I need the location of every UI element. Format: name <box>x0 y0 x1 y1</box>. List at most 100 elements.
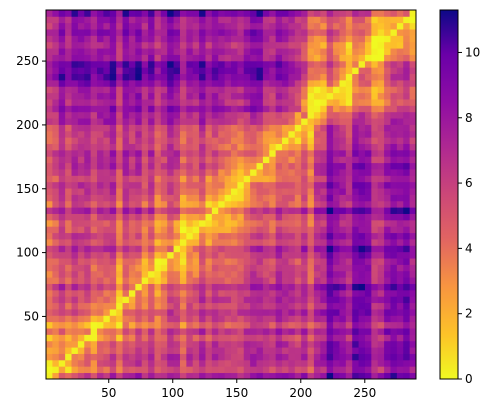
heatmap-cell <box>160 213 168 221</box>
heatmap-cell <box>173 270 181 278</box>
heatmap-cell <box>282 226 289 234</box>
heatmap-cell <box>224 366 232 374</box>
heatmap-cell <box>339 270 347 278</box>
heatmap-cell <box>256 200 264 208</box>
heatmap-cell <box>364 372 372 380</box>
heatmap-cell <box>313 156 321 164</box>
heatmap-cell <box>320 270 328 278</box>
heatmap-cell <box>384 251 391 259</box>
heatmap-cell <box>52 359 60 367</box>
heatmap-cell <box>377 207 385 214</box>
heatmap-cell <box>211 143 219 151</box>
heatmap-cell <box>224 35 232 43</box>
heatmap-cell <box>237 372 245 380</box>
heatmap-cell <box>301 340 308 348</box>
heatmap-cell <box>358 334 366 342</box>
heatmap-cell <box>218 334 226 342</box>
heatmap-cell <box>199 118 206 125</box>
heatmap-cell <box>384 296 391 304</box>
heatmap-cell <box>390 175 398 183</box>
heatmap-cell <box>339 232 347 240</box>
heatmap-cell <box>231 60 238 68</box>
heatmap-cell <box>256 41 264 49</box>
heatmap-cell <box>352 219 359 227</box>
heatmap-cell <box>243 118 251 125</box>
heatmap-cell <box>269 175 277 183</box>
heatmap-cell <box>205 105 213 113</box>
heatmap-cell <box>192 10 200 17</box>
heatmap-cell <box>224 289 232 297</box>
heatmap-cell <box>52 73 60 81</box>
heatmap-cell <box>326 35 334 43</box>
heatmap-cell <box>243 130 251 138</box>
heatmap-cell <box>294 239 302 246</box>
heatmap-cell <box>141 22 149 30</box>
heatmap-cell <box>116 188 123 195</box>
heatmap-cell <box>275 315 283 323</box>
heatmap-cell <box>301 232 308 240</box>
heatmap-cell <box>358 264 366 272</box>
heatmap-cell <box>77 175 85 183</box>
heatmap-cell <box>339 99 347 106</box>
heatmap-cell <box>211 219 219 227</box>
heatmap-cell <box>282 92 289 100</box>
heatmap-cell <box>403 302 411 310</box>
heatmap-cell <box>333 35 340 43</box>
heatmap-cell <box>122 181 130 189</box>
heatmap-cell <box>148 22 155 30</box>
heatmap-cell <box>352 245 359 253</box>
heatmap-cell <box>275 258 283 265</box>
heatmap-cell <box>371 353 379 361</box>
heatmap-cell <box>269 67 277 75</box>
heatmap-cell <box>122 16 130 24</box>
heatmap-cell <box>148 302 155 310</box>
heatmap-cell <box>403 143 411 151</box>
heatmap-cell <box>275 29 283 36</box>
heatmap-cell <box>97 175 104 183</box>
heatmap-cell <box>71 137 79 144</box>
heatmap-cell <box>58 54 66 62</box>
heatmap-cell <box>256 359 264 367</box>
heatmap-cell <box>396 309 404 316</box>
heatmap-cell <box>97 258 104 265</box>
heatmap-cell <box>154 353 162 361</box>
heatmap-cell <box>262 239 270 246</box>
heatmap-cell <box>320 251 328 259</box>
heatmap-cell <box>345 334 353 342</box>
heatmap-cell <box>186 251 194 259</box>
heatmap-cell <box>256 270 264 278</box>
heatmap-cell <box>135 219 143 227</box>
heatmap-cell <box>160 334 168 342</box>
heatmap-cell <box>128 245 136 253</box>
heatmap-cell <box>46 283 53 291</box>
heatmap-cell <box>84 315 92 323</box>
heatmap-cell <box>390 277 398 284</box>
heatmap-cell <box>58 315 66 323</box>
heatmap-cell <box>377 315 385 323</box>
heatmap-cell <box>116 321 123 329</box>
heatmap-cell <box>313 366 321 374</box>
heatmap-cell <box>409 162 417 170</box>
heatmap-cell <box>307 35 315 43</box>
heatmap-cell <box>141 149 149 157</box>
heatmap-cell <box>77 302 85 310</box>
heatmap-cell <box>301 239 308 246</box>
heatmap-cell <box>71 270 79 278</box>
heatmap-cell <box>224 137 232 144</box>
heatmap-cell <box>371 194 379 202</box>
heatmap-cell <box>243 207 251 214</box>
heatmap-cell <box>58 67 66 75</box>
heatmap-cell <box>179 321 187 329</box>
heatmap-cell <box>97 302 104 310</box>
heatmap-cell <box>148 130 155 138</box>
heatmap-cell <box>390 169 398 176</box>
heatmap-cell <box>256 111 264 119</box>
heatmap-cell <box>192 321 200 329</box>
heatmap-cell <box>148 207 155 214</box>
heatmap-cell <box>243 29 251 36</box>
heatmap-cell <box>269 270 277 278</box>
heatmap-cell <box>390 22 398 30</box>
heatmap-cell <box>211 366 219 374</box>
heatmap-cell <box>173 283 181 291</box>
heatmap-cell <box>237 309 245 316</box>
